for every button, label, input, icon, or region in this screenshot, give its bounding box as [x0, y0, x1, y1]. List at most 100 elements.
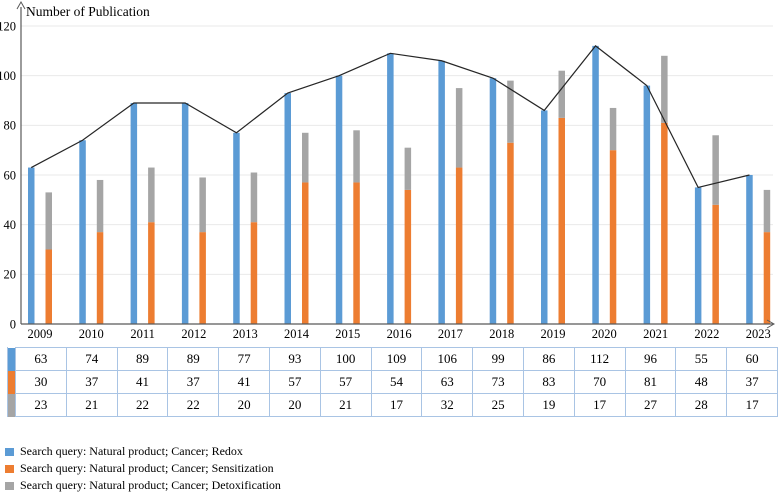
table-cell-2018-row2: 25 — [472, 393, 524, 417]
table-cell-2009-row0: 63 — [15, 347, 67, 371]
bar-redox-2009 — [28, 167, 35, 324]
table-cell-2021-row2: 27 — [624, 393, 677, 417]
table-cell-2022-row2: 28 — [675, 393, 728, 417]
table-cell-2012-row0: 89 — [167, 347, 220, 371]
x-tick-label-2017: 2017 — [438, 327, 463, 341]
table-row-2: 23 21 22 22 20 20 21 17 32 25 19 17 27 28 17 — [7, 393, 778, 417]
table-cell-2009-row2: 23 — [15, 393, 67, 417]
bar-redox-2010 — [79, 140, 86, 324]
data-table: 63 74 89 89 77 93 100 109 106 99 86 112 96 55 60 30 37 41… — [7, 347, 778, 417]
x-tick-label-2021: 2021 — [643, 327, 668, 341]
legend-label: Search query: Natural product; Cancer; R… — [20, 444, 243, 458]
table-cell-2015-row0: 100 — [319, 347, 372, 371]
x-tick-label-2016: 2016 — [387, 327, 412, 341]
bar-redox-2018 — [489, 78, 497, 325]
table-cell-2021-row0: 96 — [624, 347, 677, 371]
legend-item-0: Search query: Natural product; Cancer; R… — [5, 443, 281, 460]
table-cell-2017-row1: 63 — [421, 370, 474, 394]
table-cell-2015-row1: 57 — [319, 370, 372, 394]
table-row-0: 63 74 89 89 77 93 100 109 106 99 86 112 96 55 60 — [7, 347, 778, 371]
table-cell-2017-row0: 106 — [421, 347, 474, 371]
bar-detoxification-2017 — [455, 88, 463, 168]
bar-redox-2017 — [438, 60, 445, 325]
table-cell-2020-row2: 17 — [573, 393, 626, 417]
bar-redox-2020 — [592, 45, 599, 324]
y-tick-label-60: 60 — [4, 168, 17, 182]
bar-sensitization-2014 — [302, 182, 309, 324]
table-cell-2021-row1: 81 — [624, 370, 677, 394]
x-tick-label-2014: 2014 — [284, 327, 310, 341]
redox-trend-line — [30, 45, 750, 189]
chart-legend: Search query: Natural product; Cancer; R… — [5, 443, 281, 492]
x-tick-label-2023: 2023 — [746, 327, 771, 341]
x-tick-label-2022: 2022 — [694, 327, 719, 341]
bar-sensitization-2010 — [96, 232, 104, 324]
x-tick-label-2015: 2015 — [335, 327, 360, 341]
bar-detoxification-2013 — [250, 172, 258, 223]
bar-redox-2015 — [335, 75, 343, 325]
bar-sensitization-2019 — [558, 117, 565, 324]
bar-detoxification-2022 — [712, 135, 719, 205]
bar-redox-2021 — [643, 85, 651, 324]
bar-redox-2011 — [130, 102, 138, 324]
table-cell-2018-row1: 73 — [472, 370, 524, 394]
table-cell-2020-row0: 112 — [573, 347, 626, 371]
table-cell-2010-row0: 74 — [65, 347, 118, 371]
table-row-1: 30 37 41 37 41 57 57 54 63 73 83 70 81 48 37 — [7, 370, 778, 394]
bar-sensitization-2015 — [353, 182, 360, 324]
table-cell-2011-row1: 41 — [116, 370, 169, 394]
bar-sensitization-2009 — [45, 249, 52, 324]
table-cell-2019-row0: 86 — [522, 347, 575, 371]
bar-detoxification-2012 — [199, 177, 206, 233]
x-tick-label-2013: 2013 — [233, 327, 258, 341]
y-axis-arrow — [16, 0, 26, 10]
bar-detoxification-2023 — [763, 189, 771, 233]
table-cell-2019-row1: 83 — [522, 370, 575, 394]
bar-redox-2013 — [233, 132, 240, 324]
x-tick-label-2011: 2011 — [130, 327, 155, 341]
y-tick-label-40: 40 — [4, 218, 17, 232]
table-cell-2023-row2: 17 — [726, 393, 778, 417]
table-cell-2011-row0: 89 — [116, 347, 169, 371]
bar-detoxification-2015 — [353, 130, 360, 183]
table-cell-2023-row1: 37 — [726, 370, 778, 394]
bar-sensitization-2012 — [199, 232, 206, 324]
table-cell-2014-row2: 20 — [268, 393, 321, 417]
table-cell-2013-row1: 41 — [218, 370, 270, 394]
x-tick-label-2012: 2012 — [181, 327, 206, 341]
table-cell-2015-row2: 21 — [319, 393, 372, 417]
table-cell-2014-row0: 93 — [268, 347, 321, 371]
bar-detoxification-2019 — [558, 70, 565, 118]
bar-sensitization-2020 — [609, 150, 617, 324]
bar-redox-2019 — [541, 110, 548, 324]
table-cell-2016-row2: 17 — [370, 393, 423, 417]
bar-sensitization-2022 — [712, 204, 719, 324]
y-tick-label-120: 120 — [0, 19, 16, 33]
table-cell-2012-row1: 37 — [167, 370, 220, 394]
bar-sensitization-2021 — [661, 122, 668, 324]
bar-redox-2023 — [746, 175, 753, 324]
bar-sensitization-2013 — [250, 222, 258, 324]
bar-redox-2014 — [284, 93, 291, 324]
y-tick-label-0: 0 — [10, 317, 16, 331]
bar-detoxification-2016 — [404, 147, 412, 190]
x-tick-label-2010: 2010 — [79, 327, 104, 341]
bar-detoxification-2020 — [609, 107, 617, 151]
bar-detoxification-2009 — [45, 192, 52, 250]
legend-label: Search query: Natural product; Cancer; S… — [20, 461, 274, 475]
bar-redox-2016 — [387, 53, 394, 325]
x-axis-arrow — [766, 319, 776, 329]
bar-detoxification-2014 — [302, 132, 309, 183]
table-row-swatch-1 — [7, 370, 16, 394]
y-tick-label-20: 20 — [4, 268, 17, 282]
x-tick-label-2018: 2018 — [489, 327, 514, 341]
legend-label: Search query: Natural product; Cancer; D… — [20, 478, 281, 492]
table-cell-2020-row1: 70 — [573, 370, 626, 394]
bar-sensitization-2023 — [763, 232, 771, 324]
table-cell-2017-row2: 32 — [421, 393, 474, 417]
table-cell-2023-row0: 60 — [726, 347, 778, 371]
y-axis-title: Number of Publication — [26, 4, 150, 19]
legend-item-2: Search query: Natural product; Cancer; D… — [5, 477, 281, 492]
bar-detoxification-2021 — [661, 55, 668, 123]
bar-detoxification-2010 — [96, 179, 104, 233]
